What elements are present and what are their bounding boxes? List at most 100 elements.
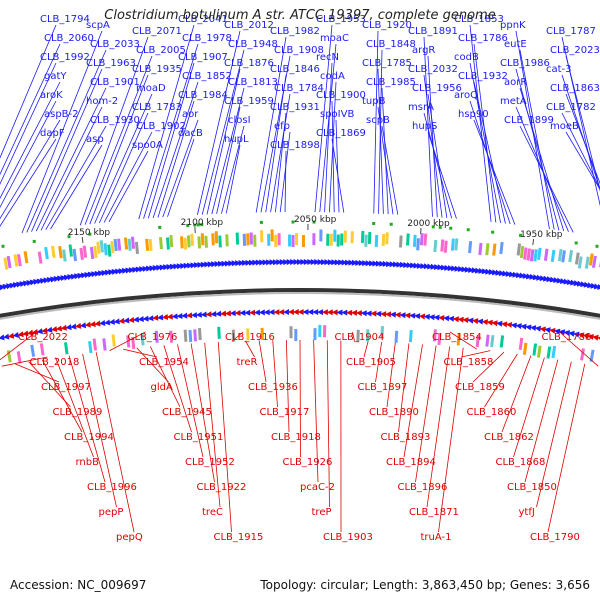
forward-gene-arrow [587, 282, 594, 289]
reverse-label-leader [484, 353, 518, 408]
reverse-gene-arrow [190, 312, 198, 319]
reverse-gene-category-block [394, 330, 399, 343]
forward-gene-label: CLB_1869 [316, 128, 366, 139]
forward-gene-arrow [454, 265, 461, 272]
forward-gene-label: hsp90 [458, 109, 489, 120]
forward-gene-arrow [180, 263, 187, 269]
forward-gene-label: CLB_1963 [86, 58, 136, 69]
rna-marker [491, 230, 495, 234]
forward-label-leader [103, 131, 153, 223]
reverse-gene-arrow [132, 316, 140, 323]
forward-label-leader [35, 87, 107, 232]
reverse-gene-category-block [365, 329, 370, 342]
forward-gene-label: CLB_1787 [546, 26, 596, 37]
reverse-label-leader [28, 361, 71, 408]
reverse-gene-category-block [546, 346, 552, 359]
forward-gene-arrow [317, 259, 324, 266]
forward-label-leader [162, 119, 199, 218]
forward-label-leader [211, 87, 245, 215]
forward-gene-category-block [568, 249, 574, 263]
reverse-gene-category-block [198, 327, 202, 341]
reverse-label-leader [472, 351, 505, 383]
forward-gene-category-block [577, 256, 583, 269]
forward-gene-arrow [74, 273, 81, 280]
forward-gene-label: CLB_1907 [178, 52, 228, 63]
forward-gene-label: aroQ [454, 90, 478, 101]
reverse-gene-arrow [103, 319, 111, 326]
forward-gene-arrow [145, 265, 153, 272]
reverse-label-leader [363, 341, 369, 358]
reverse-label-leader [0, 331, 37, 361]
rna-marker [67, 235, 71, 239]
forward-label-leader [40, 106, 103, 231]
forward-gene-arrow [485, 268, 492, 275]
forward-gene-arrow [50, 276, 57, 283]
forward-gene-label: CLB_2005 [136, 45, 186, 56]
reverse-gene-label: CLB_1859 [455, 382, 505, 393]
reverse-label-leader [513, 357, 545, 458]
forward-gene-label: CLB_1992 [40, 52, 90, 63]
forward-gene-category-block [537, 247, 542, 260]
forward-gene-category-block [468, 240, 473, 254]
forward-gene-label: CLB_1935 [132, 64, 182, 75]
forward-gene-label: moaD [136, 83, 166, 94]
tick-label: 2150 kbp [68, 228, 111, 238]
reverse-label-leader [55, 357, 94, 458]
reverse-gene-arrow [229, 310, 236, 317]
forward-gene-arrow [410, 262, 417, 269]
forward-gene-arrow [389, 261, 396, 268]
reverse-label-leader [258, 340, 267, 383]
forward-gene-arrow [9, 282, 16, 289]
forward-gene-arrow [372, 260, 379, 267]
rna-marker [200, 223, 204, 227]
forward-gene-arrow [573, 280, 580, 287]
reverse-label-leader [82, 353, 117, 508]
forward-label-leader [469, 62, 502, 224]
forward-gene-category-block [127, 238, 132, 251]
forward-gene-category-block [130, 236, 136, 249]
forward-gene-arrow [297, 259, 303, 265]
forward-gene-arrow [293, 259, 300, 266]
forward-label-leader [221, 125, 245, 214]
forward-label-leader [143, 43, 199, 219]
forward-gene-arrow [111, 268, 118, 275]
forward-gene-category-block [204, 235, 208, 248]
reverse-gene-category-block [6, 350, 12, 363]
forward-gene-category-block [329, 233, 333, 246]
forward-gene-arrow [115, 268, 122, 275]
forward-gene-arrow [563, 278, 570, 285]
forward-gene-arrow [142, 265, 149, 272]
forward-gene-arrow [63, 274, 71, 281]
tick-label: 2000 kbp [407, 219, 450, 229]
reverse-gene-arrow [70, 323, 77, 330]
genome-backbone-shade [0, 292, 600, 320]
forward-gene-category-block [200, 233, 205, 246]
tick-label: 2100 kbp [181, 218, 224, 228]
forward-gene-arrow [416, 262, 424, 269]
forward-gene-arrow [207, 261, 214, 268]
forward-gene-label: CLB_1900 [316, 90, 366, 101]
reverse-gene-label: CLB_1954 [139, 357, 189, 368]
rna-marker [158, 225, 162, 229]
reverse-gene-arrow [443, 315, 450, 322]
forward-label-leader [519, 125, 574, 233]
reverse-gene-category-block [475, 335, 480, 348]
forward-gene-arrow [583, 281, 591, 288]
reverse-gene-label: CLB_1945 [162, 407, 212, 418]
forward-gene-arrow [149, 265, 156, 272]
forward-label-leader [423, 36, 433, 217]
forward-gene-category-block [340, 233, 344, 246]
forward-gene-arrow [365, 260, 372, 267]
forward-gene-arrow [26, 280, 33, 286]
forward-gene-label: CLB_2012 [224, 20, 274, 31]
forward-gene-arrow [169, 263, 177, 270]
reverse-gene-arrow [563, 330, 570, 336]
forward-label-leader [157, 100, 195, 218]
forward-gene-category-block [274, 234, 278, 247]
reverse-gene-arrow [423, 313, 430, 320]
reverse-gene-arrow [592, 334, 599, 341]
forward-gene-arrow [87, 271, 95, 278]
forward-gene-label: aor [182, 109, 199, 120]
reverse-gene-arrow [142, 315, 149, 322]
forward-gene-arrow [549, 276, 557, 283]
